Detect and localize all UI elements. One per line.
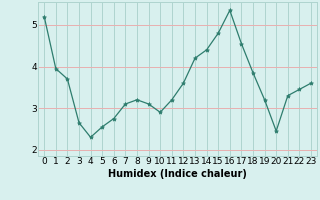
X-axis label: Humidex (Indice chaleur): Humidex (Indice chaleur) <box>108 169 247 179</box>
